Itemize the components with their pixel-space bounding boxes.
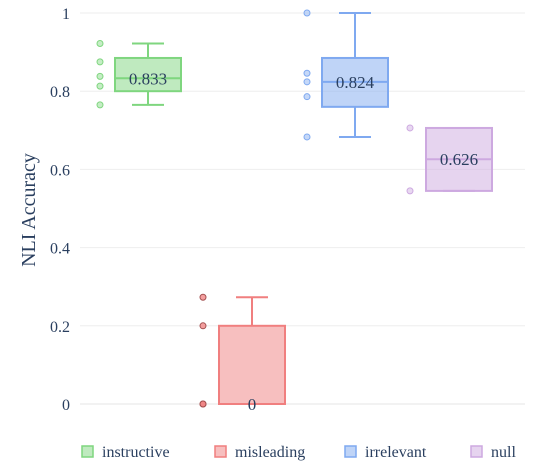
y-tick-label: 0.8 [50, 84, 70, 101]
data-point [96, 58, 104, 66]
legend-label: instructive [102, 444, 170, 461]
data-point [406, 187, 414, 195]
legend-item-null[interactable]: null [470, 444, 516, 461]
legend-item-misleading[interactable]: misleading [214, 444, 305, 461]
data-point [303, 78, 311, 86]
box-series: 0.833 0 0.824 0.626 [96, 9, 493, 414]
iqr-box [114, 56, 182, 93]
median-value-label: 0.626 [440, 150, 478, 169]
data-point [96, 101, 104, 109]
legend-swatch [81, 445, 94, 458]
box-instructive[interactable]: 0.833 [96, 39, 182, 109]
data-point [199, 322, 207, 330]
iqr-box [218, 324, 286, 405]
box-misleading[interactable]: 0 [199, 293, 286, 414]
y-axis-ticks: 0 0.2 0.4 0.6 0.8 1 [50, 6, 70, 414]
legend[interactable]: instructive misleading irrelevant null [81, 444, 516, 461]
data-point [199, 400, 207, 408]
y-tick-label: 1 [62, 6, 70, 23]
data-point [96, 39, 104, 47]
data-point [303, 133, 311, 141]
median-value-label: 0 [248, 395, 257, 414]
data-point [199, 293, 207, 301]
y-tick-label: 0.6 [50, 162, 70, 179]
data-point [303, 9, 311, 17]
box-irrelevant[interactable]: 0.824 [303, 9, 389, 141]
data-point [303, 93, 311, 101]
y-axis-label: NLI Accuracy [18, 153, 40, 267]
y-tick-label: 0 [62, 397, 70, 414]
box-null[interactable]: 0.626 [406, 124, 493, 195]
median-value-label: 0.824 [336, 73, 375, 92]
legend-swatch [344, 445, 357, 458]
legend-item-irrelevant[interactable]: irrelevant [344, 444, 427, 461]
y-tick-label: 0.4 [50, 241, 70, 258]
data-point [96, 72, 104, 80]
median-value-label: 0.833 [129, 69, 167, 88]
legend-swatch [470, 445, 483, 458]
legend-label: null [491, 444, 516, 461]
legend-swatch [214, 445, 227, 458]
data-point [96, 82, 104, 90]
legend-item-instructive[interactable]: instructive [81, 444, 170, 461]
legend-label: misleading [235, 444, 305, 461]
data-point [303, 69, 311, 77]
legend-label: irrelevant [365, 444, 427, 461]
data-point [406, 124, 414, 132]
y-tick-label: 0.2 [50, 319, 70, 336]
